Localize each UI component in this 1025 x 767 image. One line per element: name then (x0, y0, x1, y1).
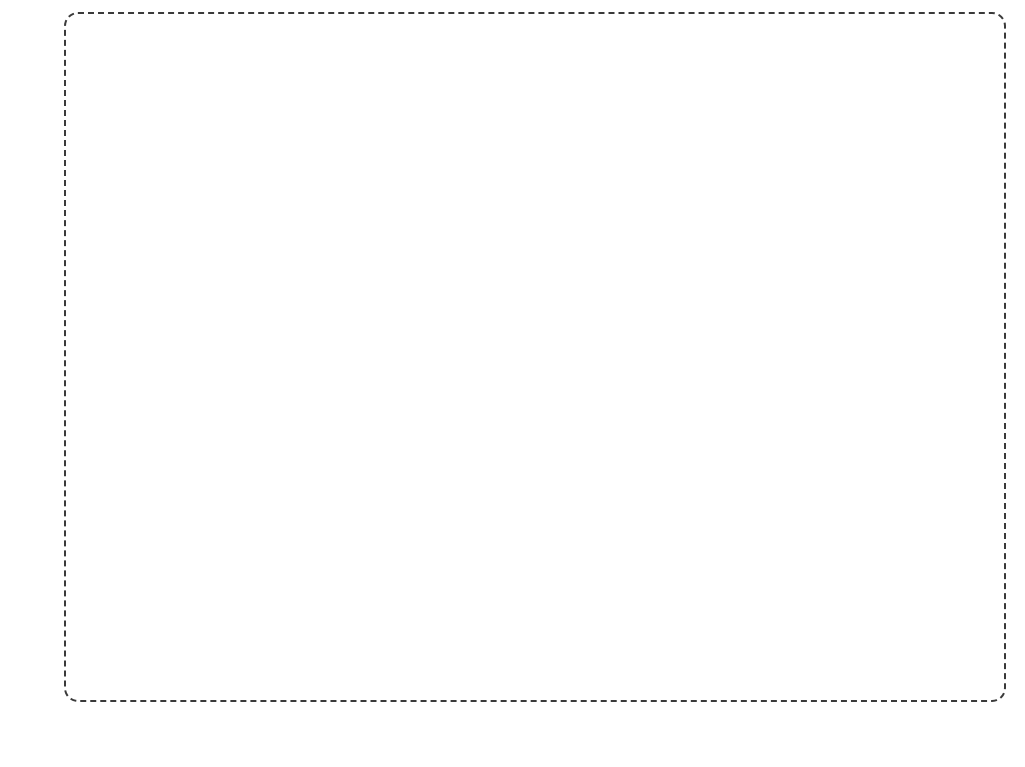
panel-c-chart (575, 20, 1017, 348)
panel-b-chart (72, 356, 554, 694)
panel-d-chart (575, 352, 1017, 696)
figure-outer-border (64, 12, 1006, 702)
panel-a-chart (72, 18, 554, 350)
